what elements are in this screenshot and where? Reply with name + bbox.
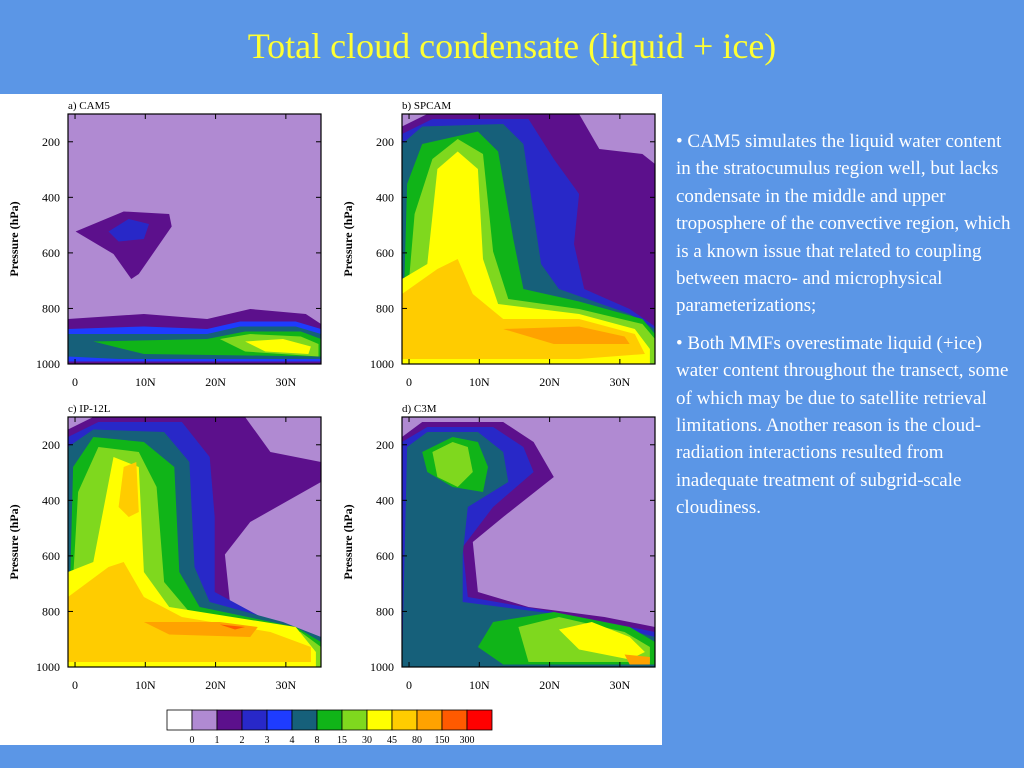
colorbar-label: 1 [215,735,220,745]
x-tick-label: 10N [135,678,156,692]
y-tick-label: 800 [376,604,394,618]
x-tick-label: 30N [276,375,297,389]
colorbar-swatch [166,709,193,731]
x-tick-label: 30N [276,678,297,692]
contour-panel-4: d) C3M Pressure (hPa) 200 400 600 800 1000 0 10N… [341,403,656,692]
x-tick-label: 20N [205,678,226,692]
x-tick-label: 20N [539,375,560,389]
colorbar-swatch [191,709,218,731]
colorbar-label: 0 [190,735,195,745]
y-tick-label: 200 [42,135,60,149]
y-tick-label: 200 [376,135,394,149]
colorbar-label: 80 [412,735,422,745]
contour-fill [503,326,630,344]
x-tick-label: 0 [72,678,78,692]
contour-fill [245,339,311,354]
contour-fill [558,622,645,660]
colorbar-swatch [416,709,443,731]
x-tick-label: 10N [135,375,156,389]
colorbar-label: 4 [290,735,295,745]
y-tick-label: 800 [42,604,60,618]
contour-panel-1: a) CAM5 Pressure (hPa) 200 400 600 800 1000 0 10… [7,100,322,389]
contour-panel-3: c) IP-12L Pressure (hPa) 200 400 600 800 1000 0… [7,403,322,692]
x-tick-label: 20N [205,375,226,389]
y-tick-label: 400 [376,493,394,507]
x-tick-label: 0 [72,375,78,389]
axes-frame [67,113,322,365]
y-tick-label: 600 [42,549,60,563]
contour-fill [432,442,473,487]
panel-label: c) IP-12L [68,403,111,415]
colorbar-swatch [341,709,368,731]
colorbar-swatch [291,709,318,731]
y-tick-label: 400 [42,493,60,507]
contour-fill [68,562,311,662]
x-tick-label: 30N [610,678,631,692]
axes-frame [67,416,322,668]
contour-panel-2: b) SPCAM Pressure (hPa) 200 400 600 800 1000 0 1… [341,100,656,389]
contour-fill [75,211,172,279]
x-tick-label: 10N [469,375,490,389]
bullet-item: • Both MMFs overestimate liquid (+ice) w… [676,330,1016,522]
contour-fill [219,624,246,630]
y-tick-label: 400 [42,190,60,204]
contour-fill [624,654,650,665]
colorbar-label: 30 [362,735,372,745]
bullet-marker: • [676,131,683,152]
contour-fill [118,462,139,517]
bullet-text: CAM5 simulates the liquid water content … [676,131,1011,317]
y-axis-label: Pressure (hPa) [7,504,21,579]
colorbar-swatch [441,709,468,731]
bullet-text: Both MMFs overestimate liquid (+ice) wat… [676,332,1009,519]
colorbar-swatch [241,709,268,731]
y-tick-label: 600 [376,246,394,260]
y-axis-label: Pressure (hPa) [341,201,355,276]
colorbar-swatch [391,709,418,731]
panel-label: a) CAM5 [68,100,110,112]
y-tick-label: 600 [376,549,394,563]
slide-title: Total cloud condensate (liquid + ice) [247,26,777,66]
x-tick-label: 0 [406,375,412,389]
colorbar-label: 45 [387,735,397,745]
y-tick-label: 1000 [370,660,394,674]
bullet-list: • CAM5 simulates the liquid water conten… [676,128,1016,532]
y-tick-label: 800 [376,301,394,315]
colorbar-swatch [316,709,343,731]
contour-fill [402,432,655,667]
colorbar-swatch [466,709,493,731]
x-tick-label: 30N [610,375,631,389]
y-tick-label: 1000 [370,357,394,371]
x-tick-label: 0 [406,678,412,692]
colorbar-label: 8 [315,735,320,745]
colorbar-swatch [266,709,293,731]
x-tick-label: 20N [539,678,560,692]
y-axis-label: Pressure (hPa) [341,504,355,579]
axes-frame [401,113,656,365]
colorbar-label: 2 [240,735,245,745]
bullet-marker: • [676,332,683,354]
bullet-item: • CAM5 simulates the liquid water conten… [676,128,1016,320]
y-tick-label: 800 [42,301,60,315]
colorbar-label: 15 [337,735,347,745]
panel-label: b) SPCAM [402,100,451,112]
y-tick-label: 200 [42,438,60,452]
y-tick-label: 400 [376,190,394,204]
colorbar: 0 1 2 3 4 8 15 30 45 80 150 300 [166,709,493,745]
y-tick-label: 200 [376,438,394,452]
y-tick-label: 1000 [36,357,60,371]
y-axis-label: Pressure (hPa) [7,201,21,276]
axes-frame [401,416,656,668]
y-tick-label: 1000 [36,660,60,674]
x-tick-label: 10N [469,678,490,692]
colorbar-label: 150 [435,735,450,745]
y-tick-label: 600 [42,246,60,260]
panel-label: d) C3M [402,403,437,415]
colorbar-swatch [366,709,393,731]
contour-fill [108,219,149,242]
colorbar-label: 300 [460,735,475,745]
figure-panel: a) CAM5 Pressure (hPa) 200 400 600 800 1000 0 10… [0,94,662,745]
colorbar-label: 3 [265,735,270,745]
colorbar-swatch [216,709,243,731]
